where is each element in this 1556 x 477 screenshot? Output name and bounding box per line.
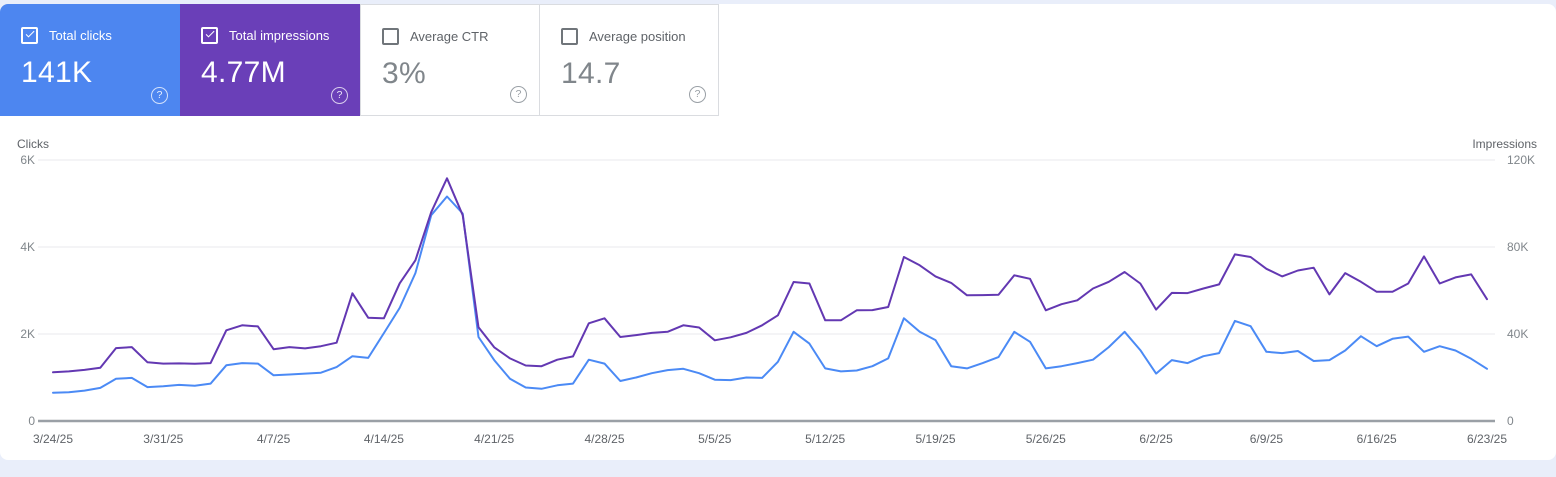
x-axis-tick: 4/7/25 [257,432,291,446]
check-icon [24,28,36,43]
help-icon[interactable]: ? [331,87,348,104]
y-axis-tick-left: 6K [20,153,35,167]
metric-card-average-ctr[interactable]: Average CTR 3% ? [360,4,540,116]
y-axis-tick-left: 4K [20,240,35,254]
x-axis-tick: 6/16/25 [1357,432,1397,446]
x-axis-tick: 4/21/25 [474,432,514,446]
metric-value: 141K [21,56,93,89]
metric-label: Total impressions [229,28,330,43]
average-position-checkbox[interactable] [561,28,578,45]
metric-card-header: Average position [561,28,704,45]
metric-card-header: Total impressions [201,27,346,44]
x-axis-tick: 6/9/25 [1250,432,1284,446]
x-axis-tick: 3/24/25 [33,432,73,446]
metric-card-header: Total clicks [21,27,166,44]
y-axis-tick-left: 2K [20,327,35,341]
x-axis-tick: 5/26/25 [1026,432,1066,446]
y-axis-tick-left: 0 [28,414,35,428]
average-ctr-checkbox[interactable] [382,28,399,45]
metric-value: 4.77M [201,56,286,89]
y-axis-tick-right: 40K [1507,327,1528,341]
total-impressions-checkbox[interactable] [201,27,218,44]
total-clicks-checkbox[interactable] [21,27,38,44]
y-axis-tick-right: 120K [1507,153,1535,167]
y-axis-tick-right: 0 [1507,414,1514,428]
metric-value: 14.7 [561,57,621,90]
x-axis-tick: 4/28/25 [584,432,624,446]
x-axis-tick: 5/12/25 [805,432,845,446]
x-axis-tick: 3/31/25 [143,432,183,446]
clicks-line[interactable] [52,195,1488,394]
metric-label: Average position [589,29,686,44]
clicks-axis-label: Clicks [17,137,49,151]
help-icon[interactable]: ? [510,86,527,103]
x-axis-tick: 5/5/25 [698,432,732,446]
x-axis-tick: 6/2/25 [1139,432,1173,446]
impressions-line[interactable] [52,177,1488,374]
x-axis-tick: 4/14/25 [364,432,404,446]
impressions-axis-label: Impressions [1472,137,1537,151]
help-icon[interactable]: ? [689,86,706,103]
metric-card-total-impressions[interactable]: Total impressions 4.77M ? [180,4,360,116]
metric-card-total-clicks[interactable]: Total clicks 141K ? [0,4,180,116]
performance-chart[interactable]: 0 0 2K 40K 4K 80K 6K 120K 3/24/25 3/31/25 4/7/25 4/… [0,130,1556,465]
metric-label: Average CTR [410,29,489,44]
x-axis-tick: 5/19/25 [915,432,955,446]
x-axis-tick: 6/23/25 [1467,432,1507,446]
help-icon[interactable]: ? [151,87,168,104]
check-icon [204,28,216,43]
metric-cards-row: Total clicks 141K ? Total impressions 4.… [0,4,719,116]
metric-card-average-position[interactable]: Average position 14.7 ? [539,4,719,116]
metric-card-header: Average CTR [382,28,525,45]
y-axis-tick-right: 80K [1507,240,1528,254]
metric-value: 3% [382,57,426,90]
metric-label: Total clicks [49,28,112,43]
